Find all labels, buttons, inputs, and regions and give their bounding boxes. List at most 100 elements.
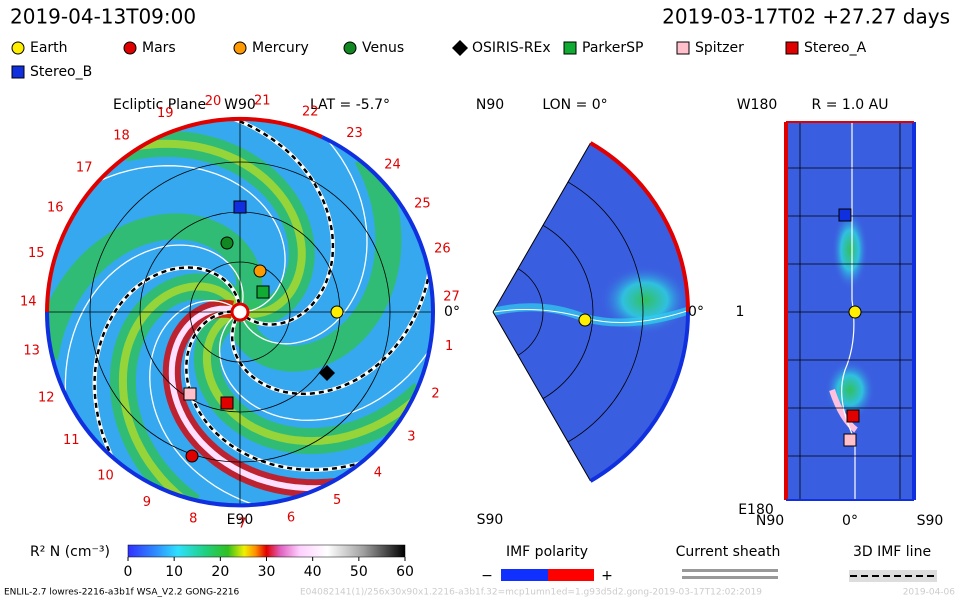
day-label: 16 — [47, 201, 64, 216]
colorbar-label: R² N (cm⁻³) — [30, 544, 110, 560]
day-label: 8 — [189, 511, 197, 526]
day-label: 19 — [157, 106, 174, 121]
axis-label: 0° — [842, 513, 858, 529]
legend-marker — [233, 41, 247, 55]
legend-marker — [11, 65, 25, 79]
day-label: 10 — [97, 468, 114, 483]
imf-line — [242, 126, 368, 345]
lon: LON = 0° — [542, 97, 607, 113]
day-label: 25 — [414, 196, 431, 211]
stream — [118, 282, 240, 505]
legend-label: Venus — [362, 40, 404, 56]
sheath — [93, 266, 241, 473]
sheath — [230, 255, 433, 396]
axis-label: 1 — [736, 304, 745, 320]
legend-marker — [11, 41, 25, 55]
axis-label: S90 — [477, 512, 504, 528]
imf-line — [218, 316, 433, 421]
day-label: 2 — [431, 386, 439, 401]
colorbar-tick-label: 20 — [211, 564, 229, 580]
spirals — [47, 119, 433, 505]
panel-title: Ecliptic Plane — [113, 97, 206, 113]
day-label: 14 — [20, 294, 37, 309]
legend-marker — [123, 41, 137, 55]
imf-plus: + — [601, 568, 613, 584]
axis-label: E180 — [738, 502, 774, 518]
ecliptic-panel: Ecliptic Plane W90 LAT = -5.7° 0° E90 12… — [20, 94, 460, 532]
footer-faded: E04082141(1)/256x30x90x1.2216-a3b1f.32=m… — [300, 588, 762, 598]
day-label: 22 — [302, 104, 319, 119]
day-label: 7 — [238, 516, 246, 531]
meridional-panel: N90 LON = 0° S90 0° — [476, 97, 704, 528]
colorbar — [127, 544, 406, 558]
legend-marker — [563, 41, 577, 55]
stream — [47, 213, 263, 360]
legend-label: Mars — [142, 40, 176, 56]
time: 2019-04-13T09:00 — [10, 5, 196, 29]
legend-marker — [452, 40, 468, 56]
sheath — [216, 119, 335, 326]
day-label: 26 — [434, 241, 451, 256]
imf-line — [149, 300, 272, 505]
day-label: 11 — [63, 433, 80, 448]
colorbar-tick-label: 40 — [304, 564, 322, 580]
day-label: 17 — [76, 161, 93, 176]
day-label: 5 — [333, 493, 341, 508]
stream — [227, 150, 402, 372]
day-label: 4 — [374, 465, 382, 480]
imf-line — [80, 165, 286, 312]
sheath-title: Current sheath — [676, 544, 781, 560]
axis-label: W90 — [224, 97, 256, 113]
legend-label: OSIRIS-REx — [472, 40, 551, 56]
legend-marker — [676, 41, 690, 55]
legend: Earth Mars Mercury Venus OSIRIS-REx ParkerSP S… — [11, 40, 867, 80]
stream — [123, 139, 306, 318]
day-label: 27 — [443, 290, 460, 305]
footer-date: 2019-04-06 — [903, 588, 956, 598]
axis-label: 0° — [444, 304, 460, 320]
lat: LAT = -5.7° — [310, 97, 390, 113]
panel-title: R = 1.0 AU — [812, 97, 889, 113]
axis-label: S90 — [917, 513, 944, 529]
axis-label: N90 — [756, 513, 784, 529]
imf-minus: − — [481, 568, 493, 584]
axis-label: W180 — [737, 97, 778, 113]
legend-marker — [343, 41, 357, 55]
legend-label: Earth — [30, 40, 68, 56]
colorbar-tick-label: 50 — [350, 564, 368, 580]
imf-title: IMF polarity — [506, 544, 588, 560]
axis-label: 0° — [688, 304, 704, 320]
legend-label: Spitzer — [695, 40, 744, 56]
day-label: 12 — [38, 391, 55, 406]
day-label: 23 — [346, 126, 363, 141]
day-label: 9 — [143, 495, 151, 510]
day-label: 20 — [205, 94, 222, 109]
day-label: 18 — [113, 129, 130, 144]
day-label: 24 — [384, 157, 401, 172]
colorbar-tick-label: 30 — [258, 564, 276, 580]
legend-label: ParkerSP — [582, 40, 643, 56]
day-label: 1 — [445, 339, 453, 354]
day-label: 3 — [407, 429, 415, 444]
sheath — [185, 310, 378, 472]
day-label: 6 — [287, 510, 295, 525]
colorbar-tick-label: 60 — [396, 564, 414, 580]
legend-marker — [785, 41, 799, 55]
radius-panel: W180 R = 1.0 AU 1 E180 N90 0° S90 — [736, 97, 944, 529]
day-label: 21 — [254, 94, 271, 109]
colorbar-tick-label: 10 — [165, 564, 183, 580]
legend-label: Stereo_A — [804, 40, 867, 56]
colorbar-ticks: 0 10 20 30 40 50 60 — [124, 557, 414, 580]
run: 2019-03-17T02 +27.27 days — [662, 5, 950, 29]
footer-info: ENLIL-2.7 lowres-2216-a3b1f WSA_V2.2 GON… — [4, 588, 240, 598]
axis-label: E90 — [227, 512, 254, 528]
imf-line — [64, 244, 244, 413]
stream — [202, 311, 426, 446]
legend-label: Mercury — [252, 40, 309, 56]
colorbar-tick-label: 0 — [124, 564, 133, 580]
legend-label: Stereo_B — [30, 64, 92, 80]
imf-line-title: 3D IMF line — [853, 544, 931, 560]
stream — [168, 305, 338, 492]
day-label: 13 — [23, 344, 40, 359]
